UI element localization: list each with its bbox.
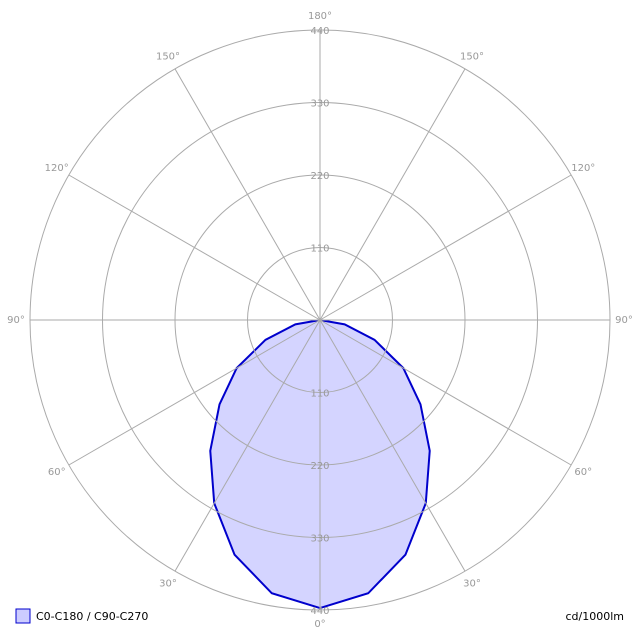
angle-label: 150° xyxy=(156,52,180,63)
angle-label: 120° xyxy=(571,163,595,174)
angle-label: 180° xyxy=(308,11,332,22)
grid xyxy=(29,29,611,611)
grid-spoke xyxy=(68,319,321,466)
grid-spoke xyxy=(319,68,466,321)
angle-label: 60° xyxy=(574,467,592,478)
r-tick-label: 110 xyxy=(310,389,329,400)
grid-spoke xyxy=(174,68,321,321)
angle-label: 120° xyxy=(45,163,69,174)
grid-spoke xyxy=(319,319,466,572)
r-tick-label: 440 xyxy=(310,606,329,617)
r-tick-label: 220 xyxy=(310,461,329,472)
r-tick-label: 330 xyxy=(310,534,329,545)
angle-label: 30° xyxy=(463,578,481,589)
grid-spoke xyxy=(68,174,321,321)
angle-label: 60° xyxy=(48,467,66,478)
grid-spoke xyxy=(319,319,572,466)
grid-spoke xyxy=(319,174,572,321)
curve-line xyxy=(209,319,321,609)
angle-label: 0° xyxy=(314,619,325,630)
legend-swatch xyxy=(15,608,31,624)
angle-label: 150° xyxy=(460,52,484,63)
unit-label: cd/1000lm xyxy=(565,610,624,623)
r-tick-label: 110 xyxy=(310,244,329,255)
curve-line xyxy=(319,319,431,609)
angle-label: 90° xyxy=(7,315,25,326)
angle-label: 30° xyxy=(159,578,177,589)
grid-spoke xyxy=(174,319,321,572)
angle-label: 90° xyxy=(615,315,633,326)
r-tick-label: 440 xyxy=(310,26,329,37)
labels: 110 110 220 220 330 330 440 440 0° 30° 30° 60° 60° 90… xyxy=(7,11,633,630)
r-tick-label: 330 xyxy=(310,99,329,110)
r-tick-label: 220 xyxy=(310,171,329,182)
legend-label: C0-C180 / C90-C270 xyxy=(36,610,148,623)
